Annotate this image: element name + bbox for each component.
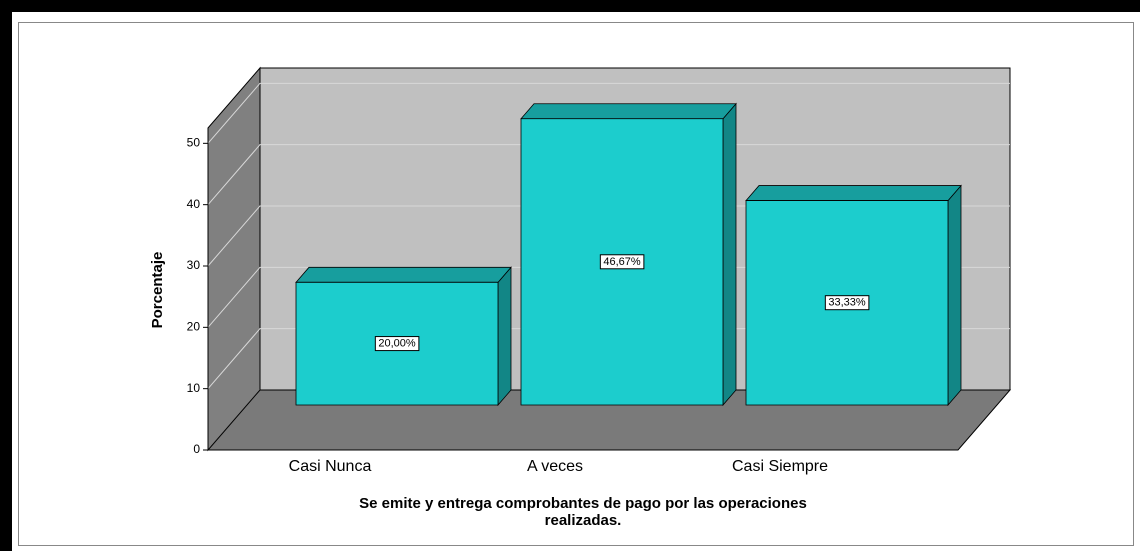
x-tick-label: A veces [527, 458, 583, 475]
bar-top [745, 185, 962, 201]
y-tick-label: 10 [187, 381, 201, 395]
y-tick-label: 0 [193, 442, 200, 456]
x-tick-label: Casi Nunca [289, 458, 372, 475]
side-wall [207, 66, 261, 452]
value-label: 33,33% [828, 297, 866, 309]
y-tick-label: 30 [187, 258, 201, 272]
bar-side [722, 102, 737, 407]
value-label: 46,67% [603, 256, 641, 268]
value-label-box [374, 336, 420, 352]
chart-title: Se emite y entrega comprobantes de pago … [359, 495, 807, 512]
chart-title: realizadas. [545, 512, 622, 529]
y-tick-label: 20 [187, 320, 201, 334]
value-label-box [599, 254, 645, 270]
value-label: 20,00% [378, 338, 416, 350]
x-tick-label: Casi Siempre [732, 458, 828, 475]
grid-line [207, 82, 1010, 144]
value-label-box [824, 295, 870, 311]
grid-line [207, 144, 1010, 205]
bar-top [295, 266, 512, 283]
bar-side [497, 266, 512, 407]
y-tick-label: 50 [187, 136, 201, 150]
bar-side [947, 184, 962, 407]
y-tick-label: 40 [187, 197, 201, 211]
y-axis-label: Porcentaje [149, 252, 166, 329]
bar-top [520, 103, 737, 120]
